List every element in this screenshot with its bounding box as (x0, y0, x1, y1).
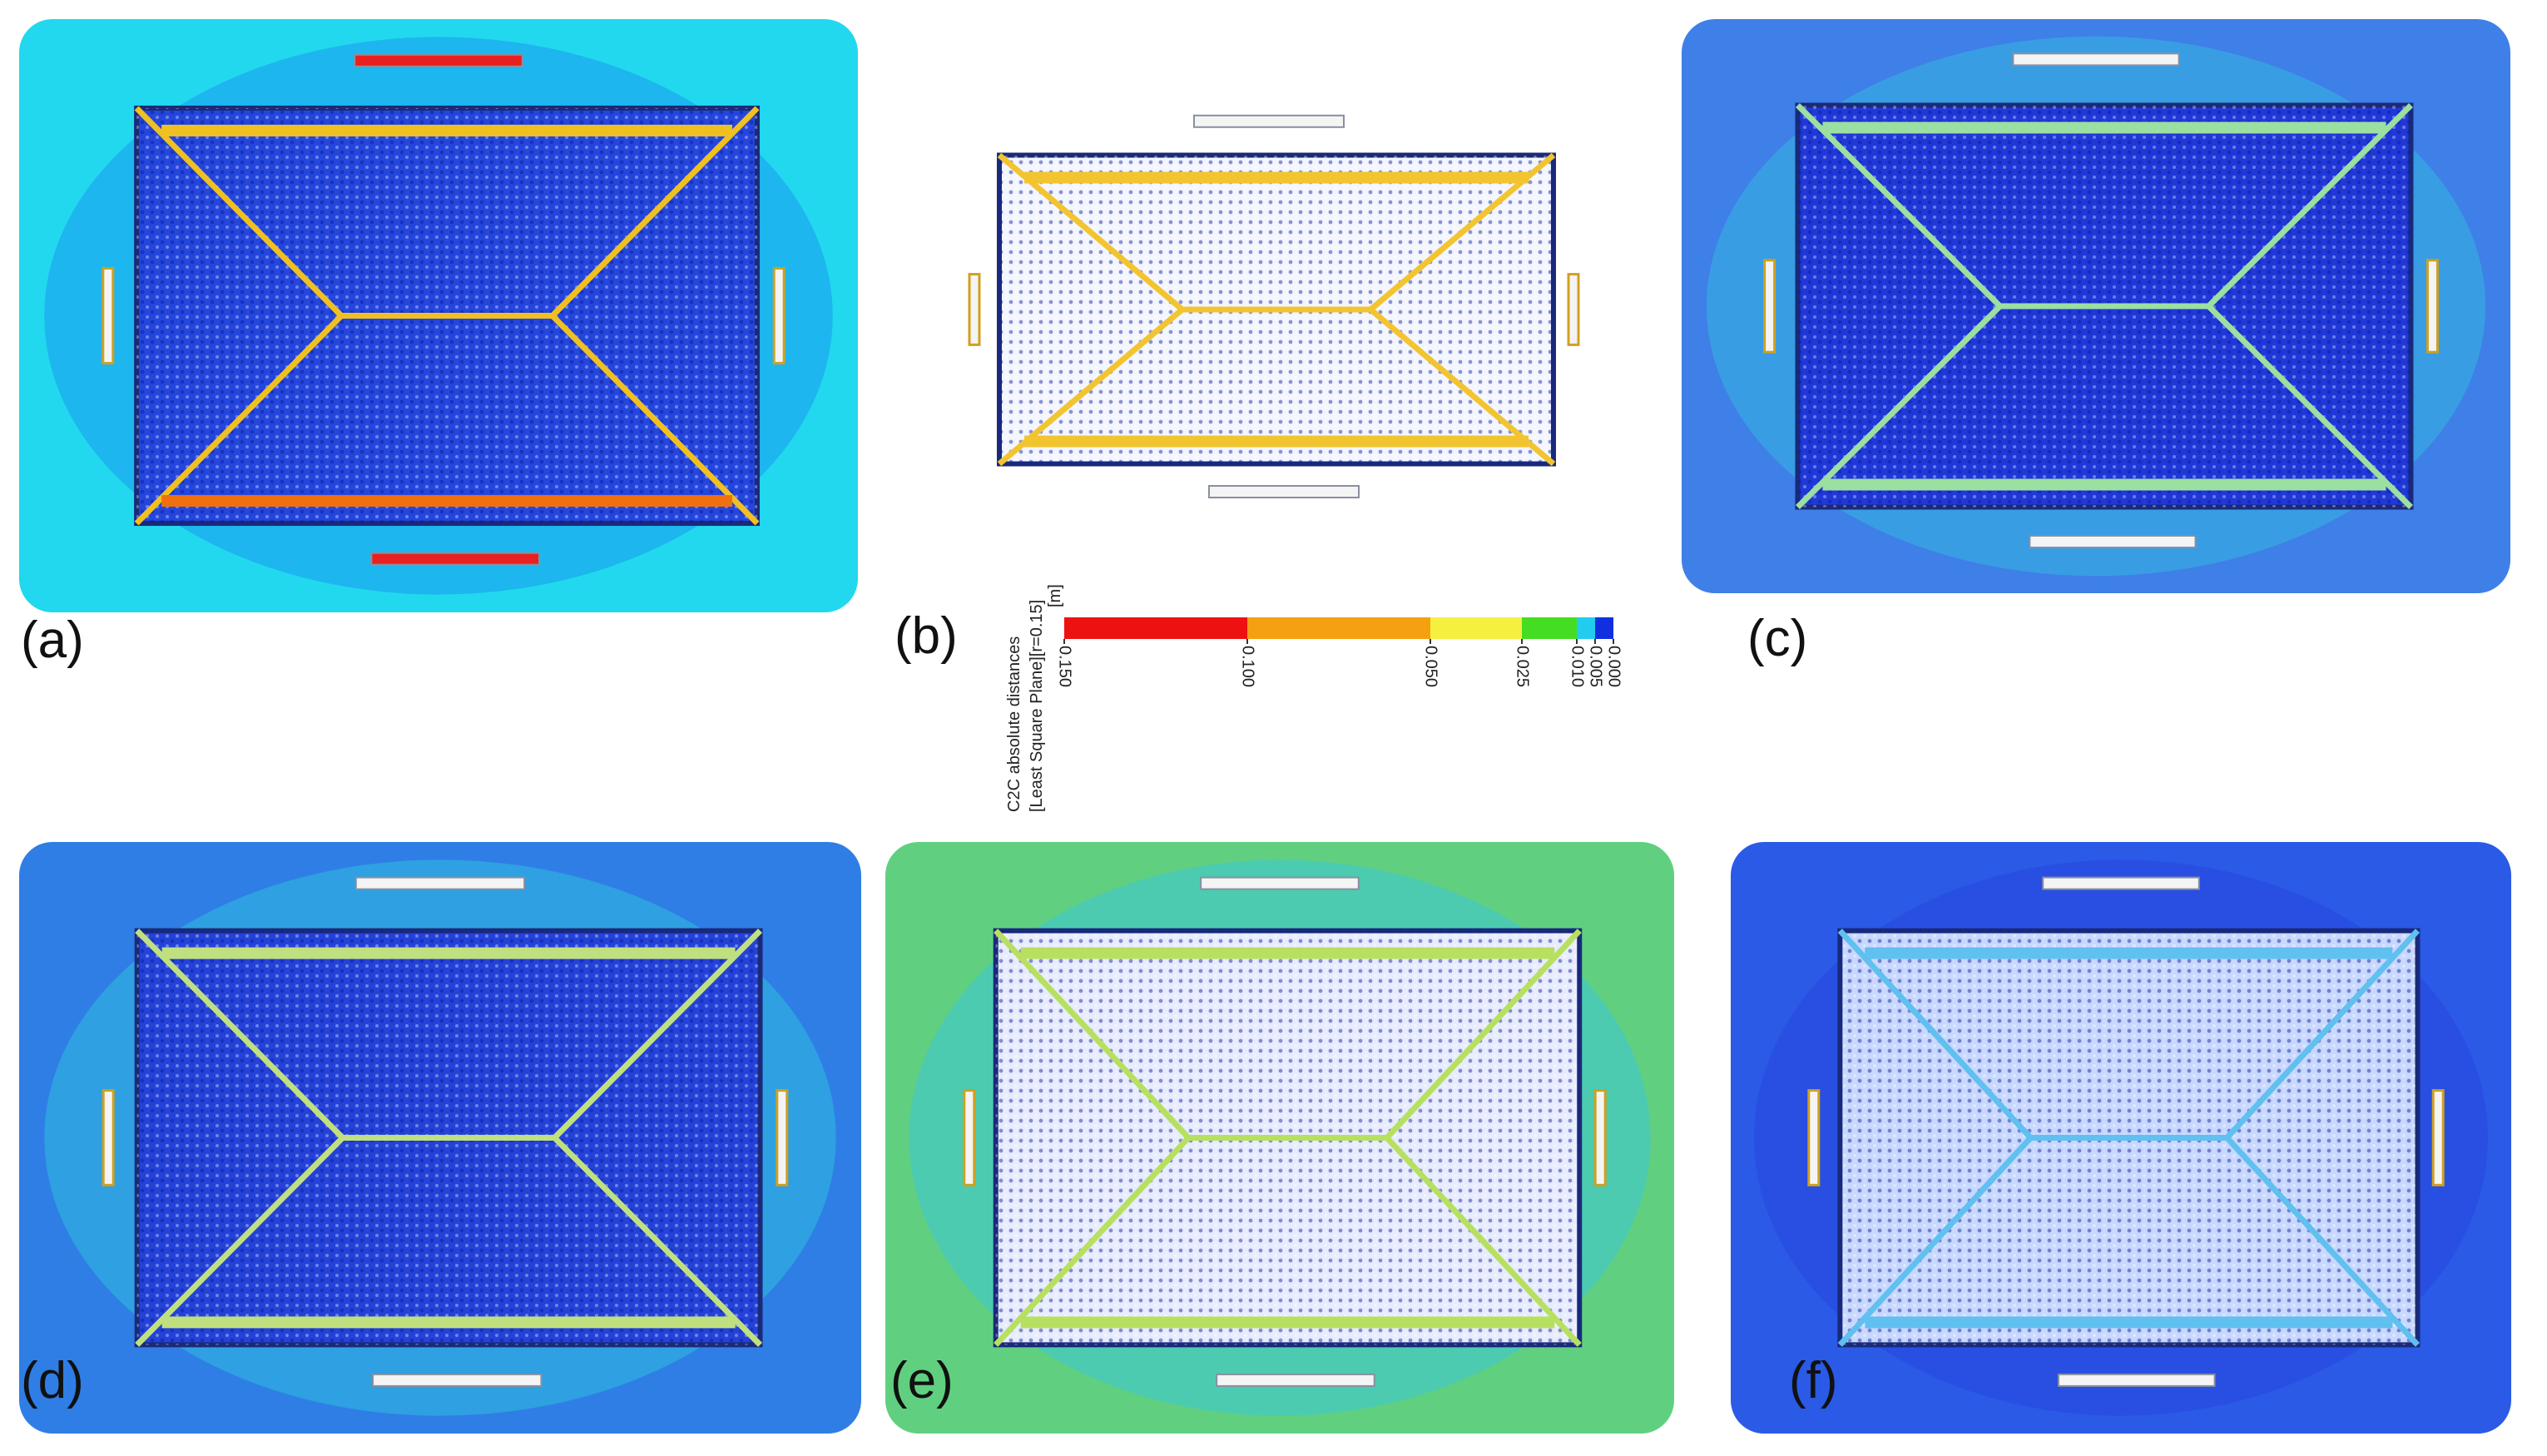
colorbar-segment (1247, 617, 1430, 639)
bar (2426, 259, 2439, 354)
colorbar: 0.150 0.100 0.050 0.025 0.010 0.005 0.000 C2C a… (1005, 584, 1623, 812)
colorbar-segment (1577, 617, 1595, 639)
eave (1822, 478, 2386, 491)
bar (2057, 1373, 2216, 1387)
bar (370, 552, 540, 566)
bar (1216, 1373, 1375, 1387)
bar (354, 53, 523, 67)
colorbar-title: [Least Square Plane][r=0.15] (1028, 600, 1046, 812)
eave (1020, 947, 1555, 959)
panel (19, 19, 858, 612)
eave (161, 495, 733, 508)
bar (372, 1373, 543, 1387)
bar (2431, 1089, 2445, 1186)
eave (1822, 121, 2386, 134)
panels (19, 19, 2511, 1434)
roof-hips (994, 929, 1582, 1347)
roof-hips (135, 929, 763, 1347)
bar (963, 1089, 976, 1186)
colorbar-segment (1064, 617, 1247, 639)
eave (1865, 947, 2393, 959)
eave (161, 124, 733, 136)
panel (1731, 842, 2511, 1434)
roof-hips (134, 106, 760, 526)
panel (885, 842, 1674, 1434)
bar (1593, 1089, 1607, 1186)
colorbar-unit: [m] (1046, 584, 1064, 607)
colorbar-segment (1595, 617, 1613, 639)
panel (19, 842, 861, 1434)
colorbar-segment (1522, 617, 1577, 639)
panel-label: (d) (21, 1352, 84, 1409)
bar (772, 266, 785, 365)
roof-hips (1837, 929, 2421, 1347)
bar (102, 266, 115, 365)
colorbar-tick-label: 0.100 (1239, 646, 1257, 687)
colorbar-tick-label: 0.000 (1605, 646, 1623, 687)
roof-hips (997, 152, 1556, 467)
panel-label: (a) (21, 612, 84, 669)
panel-label: (f) (1789, 1352, 1838, 1409)
bar (2042, 876, 2200, 890)
eave (1024, 435, 1529, 448)
colorbar-title: C2C absolute distances (1005, 636, 1023, 812)
bar (354, 876, 526, 890)
roof-hips (1795, 103, 2413, 509)
panel-label: (c) (1747, 610, 1807, 667)
colorbar-tick-label: 0.025 (1514, 646, 1532, 687)
eave (161, 1316, 736, 1329)
bar (1763, 259, 1776, 354)
bar (2029, 535, 2197, 548)
eave (1020, 1316, 1555, 1329)
bar (1193, 114, 1345, 128)
panel (1682, 19, 2510, 593)
bar (1567, 273, 1580, 346)
eave (161, 947, 736, 959)
bar (775, 1089, 789, 1186)
colorbar-tick-label: 0.150 (1056, 646, 1074, 687)
colorbar-segment (1430, 617, 1522, 639)
panel-label: (e) (890, 1352, 954, 1409)
bar (2012, 52, 2180, 67)
panel (894, 89, 1643, 530)
bar (1200, 876, 1360, 890)
colorbar-tick-label: 0.010 (1568, 646, 1587, 687)
eave (1865, 1316, 2393, 1329)
colorbar-tick-label: 0.005 (1587, 646, 1605, 687)
bar (102, 1089, 115, 1186)
bar (1807, 1089, 1821, 1186)
bar (1208, 485, 1360, 498)
colorbar-tick-label: 0.050 (1422, 646, 1440, 687)
eave (1024, 171, 1529, 184)
panel-label: (b) (894, 607, 958, 665)
bar (968, 273, 981, 346)
